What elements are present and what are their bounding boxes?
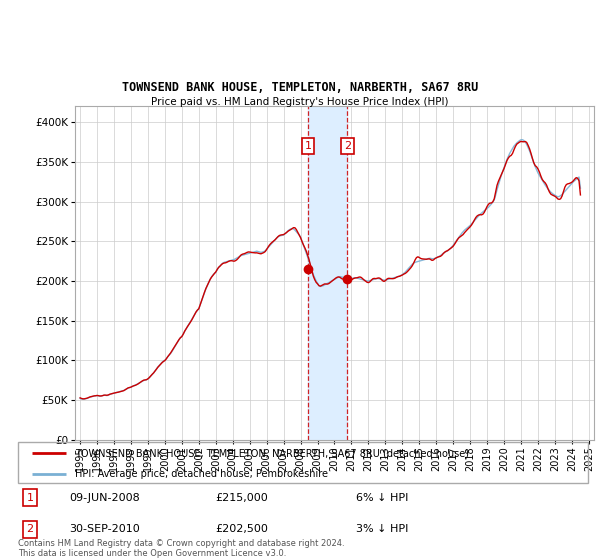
Text: 09-JUN-2008: 09-JUN-2008 <box>69 493 140 502</box>
Text: HPI: Average price, detached house, Pembrokeshire: HPI: Average price, detached house, Pemb… <box>75 469 328 479</box>
Bar <box>308 106 347 440</box>
Text: £202,500: £202,500 <box>215 524 268 534</box>
Text: 1: 1 <box>26 493 34 502</box>
Text: TOWNSEND BANK HOUSE, TEMPLETON, NARBERTH, SA67 8RU (detached house): TOWNSEND BANK HOUSE, TEMPLETON, NARBERTH… <box>75 449 469 458</box>
Text: Contains HM Land Registry data © Crown copyright and database right 2024.
This d: Contains HM Land Registry data © Crown c… <box>18 539 344 558</box>
Text: 1: 1 <box>305 141 311 151</box>
Text: 30-SEP-2010: 30-SEP-2010 <box>69 524 140 534</box>
Text: 2: 2 <box>344 141 351 151</box>
Text: 2: 2 <box>26 524 34 534</box>
Text: 3% ↓ HPI: 3% ↓ HPI <box>356 524 409 534</box>
Text: £215,000: £215,000 <box>215 493 268 502</box>
Text: 6% ↓ HPI: 6% ↓ HPI <box>356 493 409 502</box>
Text: Price paid vs. HM Land Registry's House Price Index (HPI): Price paid vs. HM Land Registry's House … <box>151 97 449 107</box>
Text: TOWNSEND BANK HOUSE, TEMPLETON, NARBERTH, SA67 8RU: TOWNSEND BANK HOUSE, TEMPLETON, NARBERTH… <box>122 81 478 94</box>
